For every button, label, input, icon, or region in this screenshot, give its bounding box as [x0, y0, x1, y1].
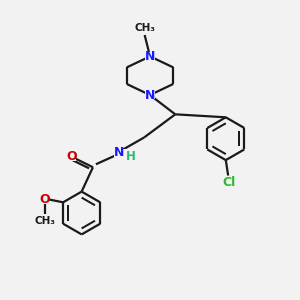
Text: N: N: [145, 50, 155, 63]
Text: N: N: [145, 88, 155, 101]
Text: Cl: Cl: [223, 176, 236, 189]
Bar: [66, 152, 76, 161]
Text: O: O: [39, 193, 50, 206]
Text: CH₃: CH₃: [134, 23, 155, 33]
Bar: [223, 178, 236, 187]
Bar: [145, 52, 155, 61]
Bar: [40, 195, 50, 203]
Bar: [114, 148, 130, 158]
Text: N: N: [114, 146, 124, 160]
Bar: [145, 91, 155, 100]
Text: CH₃: CH₃: [34, 216, 55, 226]
Text: H: H: [126, 150, 136, 163]
Text: O: O: [66, 150, 76, 163]
